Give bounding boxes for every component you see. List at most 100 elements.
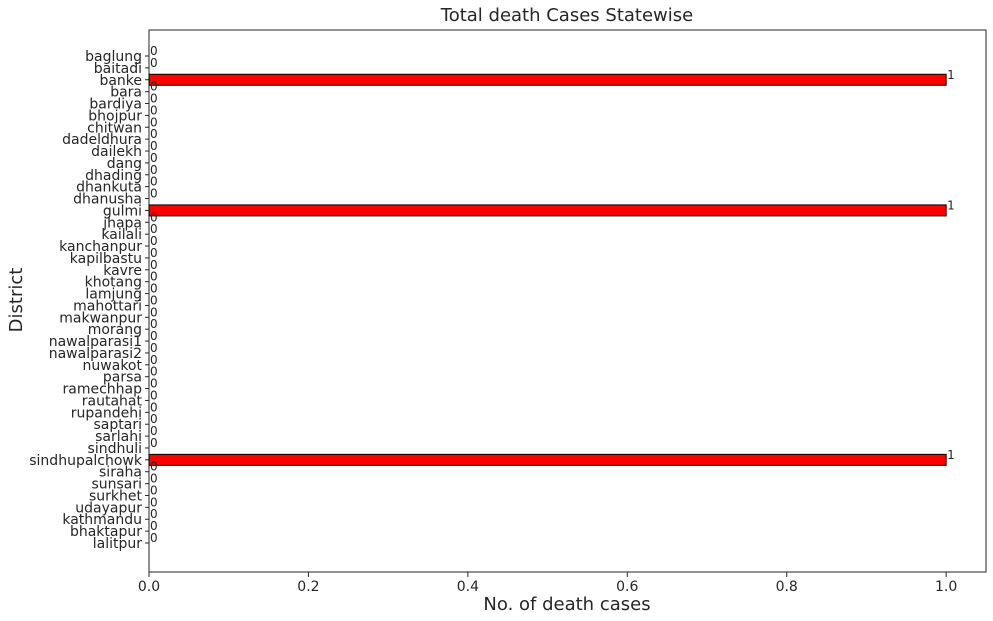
y-tick-label: khotang [85,275,142,291]
y-tick-label: jhapa [102,215,142,231]
y-tick-label: rupandehi [71,405,142,421]
y-tick-label: dailekh [91,144,142,160]
data-label: 0 [150,412,158,426]
data-label: 0 [150,187,158,201]
x-tick-label: 0.6 [616,579,638,595]
y-tick-label: dang [107,156,142,172]
data-label: 0 [150,388,158,402]
y-tick-label: baglung [85,49,142,65]
data-label: 0 [150,175,158,189]
bar [148,453,947,466]
data-label: 0 [150,424,158,438]
bar [148,204,947,217]
data-label: 0 [150,483,158,497]
data-label: 0 [150,270,158,284]
data-label: 0 [150,341,158,355]
y-tick-label: bhaktapur [70,524,142,540]
y-tick-label: saptari [94,417,142,433]
data-label: 0 [150,293,158,307]
y-tick-label: udayapur [75,500,142,516]
data-label: 0 [150,305,158,319]
data-label: 0 [150,115,158,129]
y-tick-label: nawalparasi1 [49,334,142,350]
y-tick-label: banke [99,73,142,89]
plot-frame [148,29,987,573]
y-tick-label: dhanusha [73,192,142,208]
data-label: 0 [150,103,158,117]
data-label: 0 [150,317,158,331]
y-tick-label: kailali [101,227,142,243]
y-tick-label: baitadi [94,61,142,77]
data-label: 0 [150,282,158,296]
y-tick-label: morang [88,322,142,338]
x-tick-label: 0.0 [138,579,160,595]
y-tick-label: gulmi [103,203,142,219]
y-tick-label: sindhupalchowk [29,453,143,469]
data-label: 0 [150,163,158,177]
data-label: 0 [150,210,158,224]
y-tick-label: dadeldhura [62,132,142,148]
data-label: 0 [150,127,158,141]
data-label: 0 [150,400,158,414]
data-label: 0 [150,258,158,272]
y-tick-label: siraha [99,465,142,481]
y-tick-label: kapilbastu [70,251,142,267]
y-tick-label: dhading [85,168,142,184]
y-tick-label: lamjung [85,287,142,303]
data-label: 1 [947,448,955,462]
bar [148,73,947,86]
y-tick-label: bardiya [89,97,142,113]
y-tick-label: sarlahi [95,429,142,445]
data-label: 0 [150,365,158,379]
data-label: 0 [150,377,158,391]
x-tick-label: 0.8 [776,579,798,595]
y-tick-label: nawalparasi2 [49,346,142,362]
data-label: 0 [150,234,158,248]
data-label: 0 [150,519,158,533]
y-tick-label: ramechhap [63,382,143,398]
y-tick-label: makwanpur [59,310,142,326]
data-label: 0 [150,329,158,343]
y-tick-label: dhankuta [76,180,142,196]
y-tick-label: nuwakot [83,358,143,374]
data-label: 0 [150,460,158,474]
data-label: 0 [150,80,158,94]
y-tick-label: bhojpur [88,108,142,124]
data-label: 0 [150,151,158,165]
y-tick-label: sindhuli [88,441,142,457]
x-tick-label: 0.4 [457,579,479,595]
y-tick-label: chitwan [87,120,142,136]
data-label: 0 [150,222,158,236]
chart-title: Total death Cases Statewise [440,5,693,26]
data-label: 0 [150,92,158,106]
data-label: 0 [150,495,158,509]
data-label: 0 [150,507,158,521]
y-tick-label: kavre [103,263,142,279]
data-label: 0 [150,246,158,260]
data-label: 0 [150,353,158,367]
y-tick-label: parsa [103,370,142,386]
data-label: 0 [150,56,158,70]
y-tick-label: sunsari [91,477,142,493]
data-label: 0 [150,472,158,486]
data-label: 0 [150,436,158,450]
x-tick-label: 0.2 [297,579,319,595]
y-tick-label: rautahat [82,393,143,409]
y-tick-label: lalitpur [93,536,142,552]
data-label: 0 [150,44,158,58]
data-label: 1 [947,198,955,212]
x-axis-title: No. of death cases [483,594,650,615]
y-tick-label: mahottari [73,298,142,314]
y-tick-label: surkhet [89,488,143,504]
data-label: 0 [150,139,158,153]
y-tick-label: kanchanpur [59,239,142,255]
data-label: 1 [947,68,955,82]
x-tick-label: 1.0 [935,579,957,595]
data-label: 0 [150,531,158,545]
y-axis-title: District [6,268,27,333]
y-tick-label: bara [110,85,142,101]
plot-area: 0.0 0.2 0.4 0.6 0.8 1.0 baglung 0 baitadi 0 banke 1… [29,29,987,595]
y-tick-label: kathmandu [62,512,142,528]
